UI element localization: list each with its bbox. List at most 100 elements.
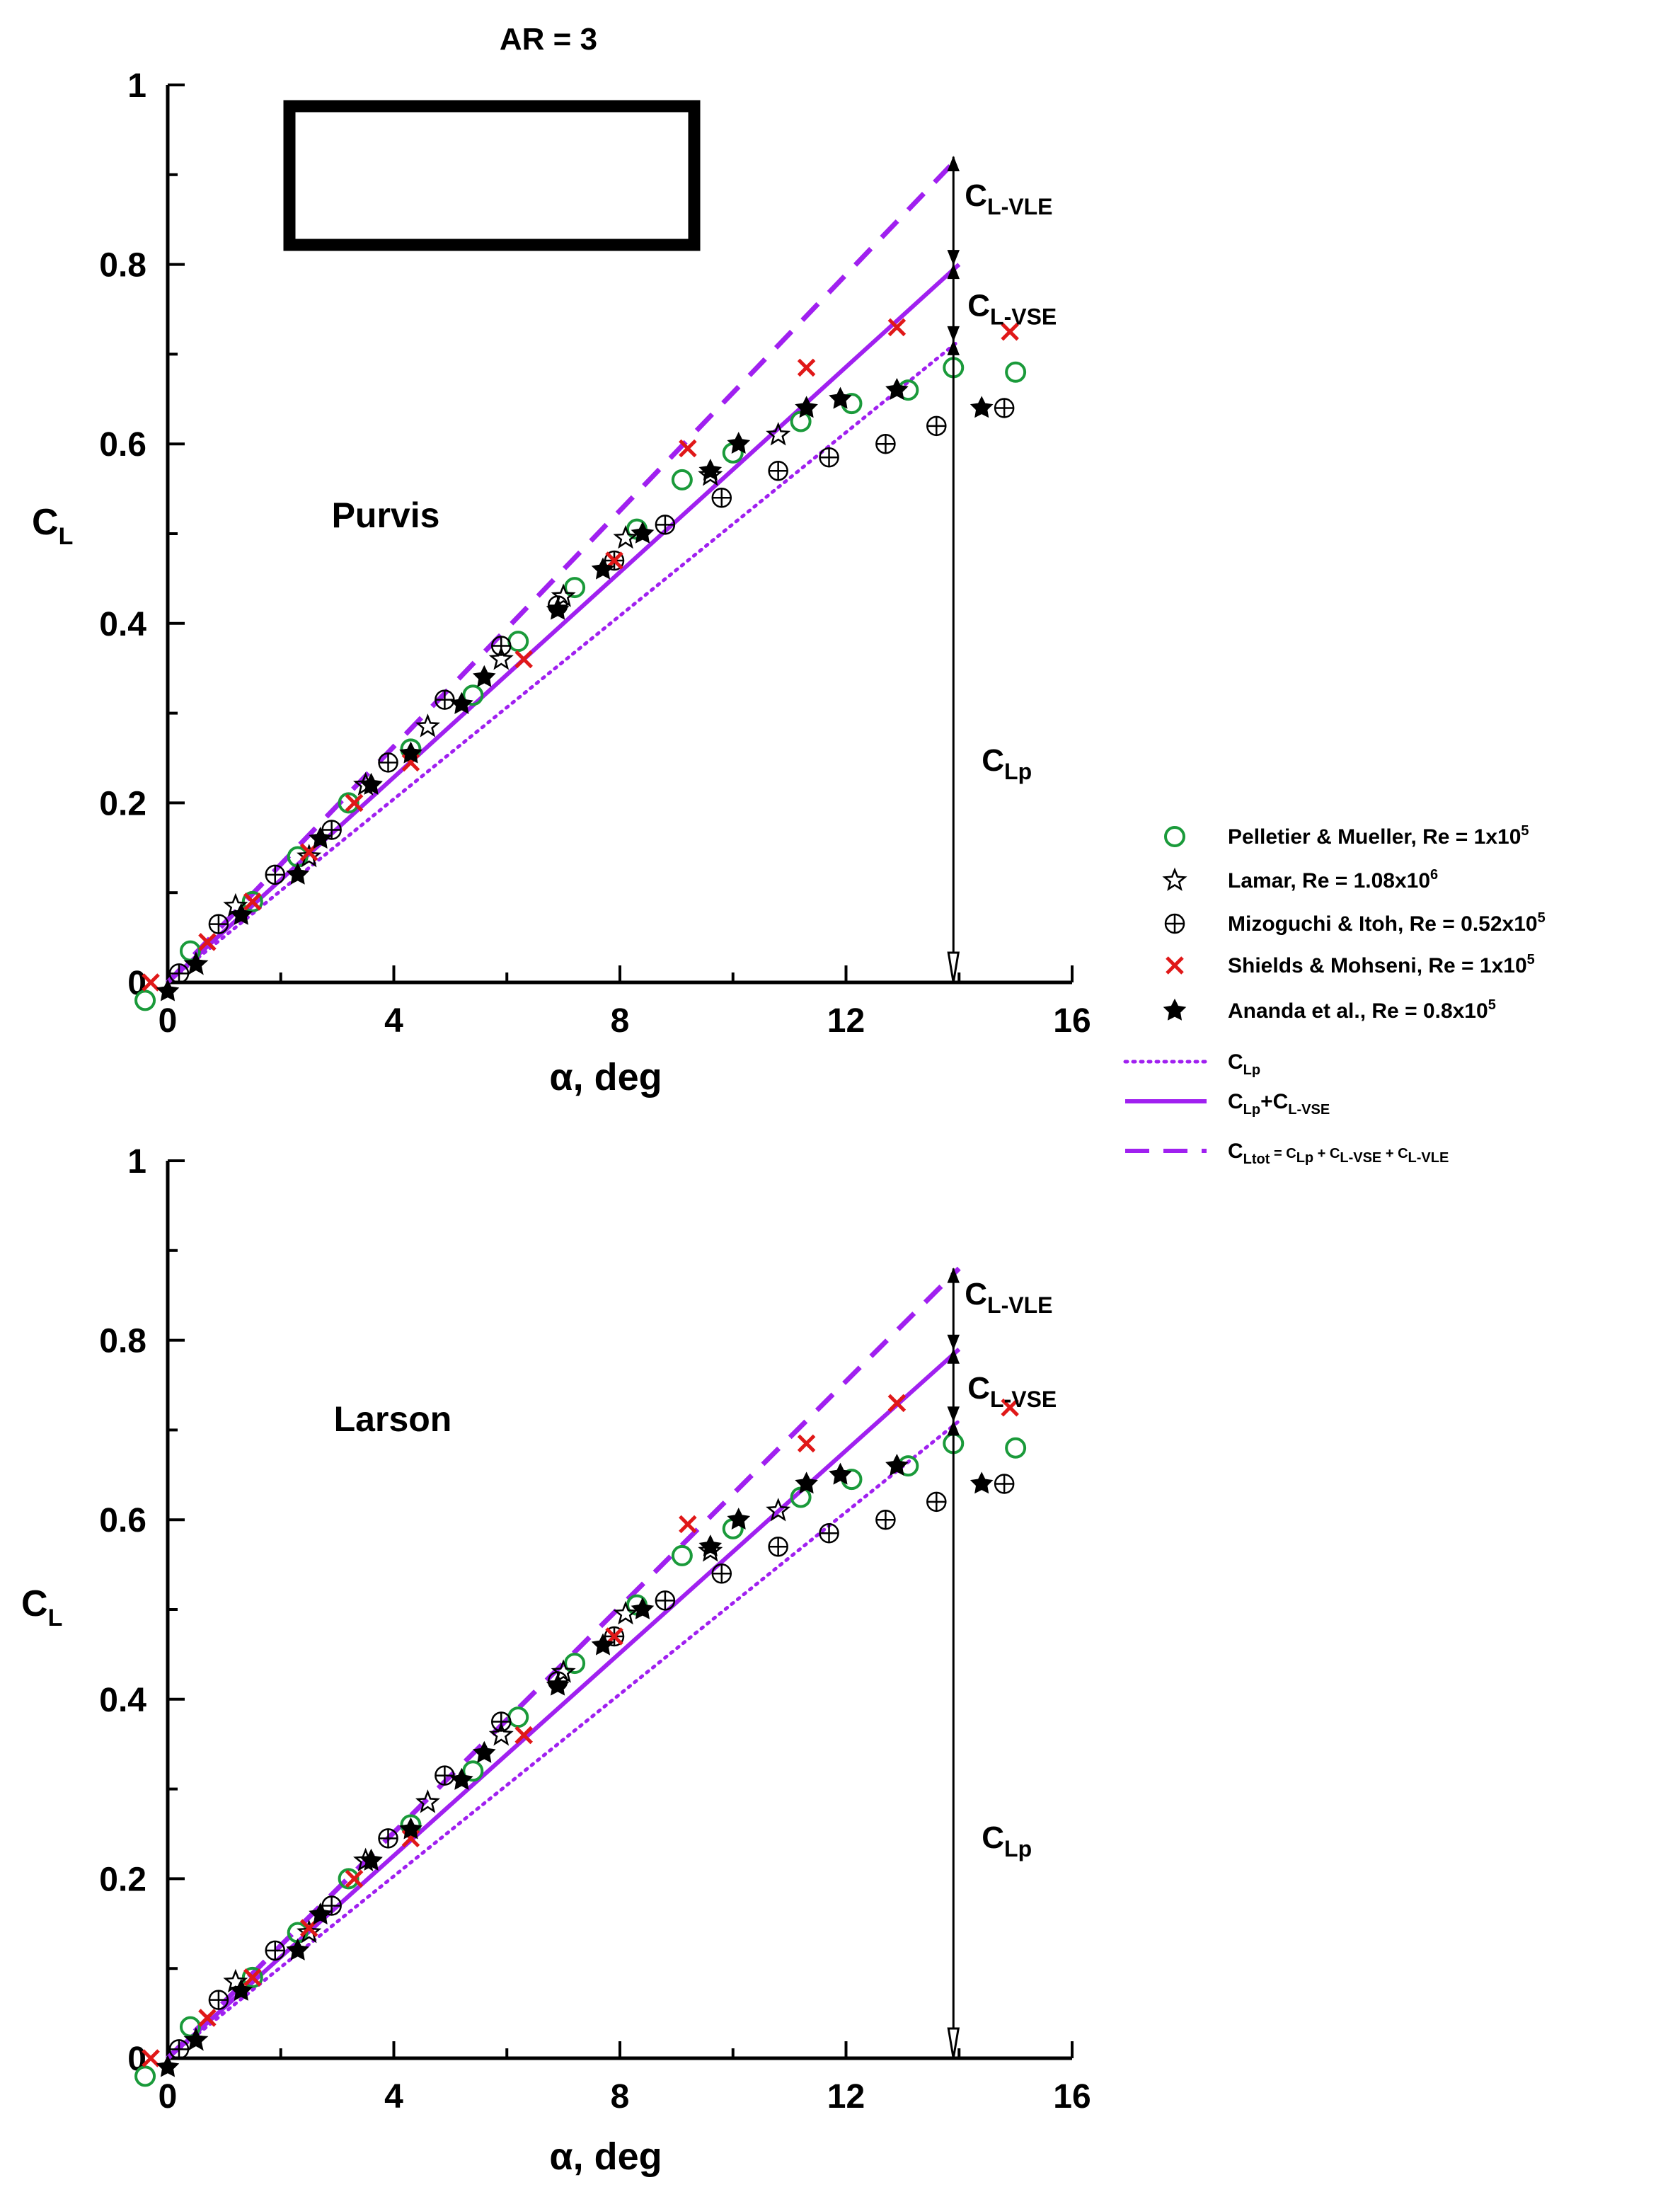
data-point — [321, 1895, 342, 1916]
data-point — [671, 469, 693, 490]
data-point-stroke-b — [243, 1968, 262, 1987]
data-point — [970, 396, 994, 418]
legend-item-clpvse: CLp+CL-VSE — [1125, 1090, 1330, 1118]
theory-line-clp — [166, 1419, 961, 2060]
data-point — [241, 890, 263, 912]
y-tick-label: 1 — [127, 67, 146, 105]
data-point-shape — [359, 1848, 383, 1871]
data-point-shape — [507, 1706, 529, 1728]
legend-marker-shape — [1163, 998, 1187, 1021]
data-point-shape — [450, 1767, 473, 1790]
data-point-shape — [156, 2055, 180, 2077]
data-point — [829, 1462, 852, 1485]
data-point — [297, 1920, 322, 1944]
legend-item-pm: Pelletier & Mueller, Re = 1x105 — [1164, 823, 1529, 849]
data-point — [184, 952, 208, 975]
data-point-shape — [564, 1653, 586, 1675]
legend-label: CLtot = CLp + CL-VSE + CL-VLE — [1228, 1140, 1449, 1167]
data-point — [473, 1740, 496, 1763]
data-point-shape — [613, 524, 638, 549]
data-point-shape — [184, 2028, 208, 2050]
data-point — [345, 793, 364, 813]
data-point — [766, 1498, 791, 1522]
data-point-shape — [727, 432, 751, 454]
clp-label: CLp — [982, 1820, 1032, 1861]
x-tick-label: 0 — [159, 2078, 178, 2116]
data-point — [243, 1968, 262, 1987]
legend-marker — [1164, 913, 1185, 934]
data-point — [1001, 322, 1019, 341]
data-point-shape — [415, 713, 440, 738]
data-point — [286, 862, 309, 885]
data-point — [1005, 361, 1027, 383]
legend-marker — [1163, 998, 1187, 1021]
vle-arrow-head — [947, 250, 960, 265]
data-point — [134, 989, 156, 1011]
data-point — [711, 488, 732, 508]
data-point — [378, 1828, 398, 1849]
data-point — [359, 772, 383, 795]
data-point — [435, 1765, 455, 1786]
y-tick-label: 0.8 — [99, 247, 146, 285]
legend-marker-shape — [1162, 867, 1187, 891]
data-point-shape — [229, 1978, 253, 2001]
series-pelletier-mueller — [134, 357, 1027, 1011]
theory-line-cltot — [166, 1266, 961, 2060]
data-point — [297, 844, 322, 868]
data-point — [507, 631, 529, 653]
data-point — [551, 583, 576, 607]
data-point — [399, 1817, 422, 1840]
data-point-shape — [462, 1760, 484, 1782]
legend-item-an: Ananda et al., Re = 0.8x105 — [1163, 997, 1496, 1023]
data-point-shape — [766, 422, 791, 446]
legend-label: Mizoguchi & Itoh, Re = 0.52x105 — [1228, 910, 1546, 936]
data-point — [156, 2055, 180, 2077]
data-point — [797, 1434, 816, 1453]
vle-label: CL-VLE — [965, 178, 1052, 219]
data-point-shape — [591, 1633, 615, 1656]
clp-arrow-head — [947, 1420, 960, 1436]
y-tick-label: 0.2 — [99, 785, 146, 822]
data-point-shape — [134, 2065, 156, 2087]
data-point-shape — [399, 1817, 422, 1840]
data-point — [711, 1563, 732, 1584]
legend-item-mi: Mizoguchi & Itoh, Re = 0.52x105 — [1164, 910, 1546, 936]
data-point — [415, 1789, 440, 1813]
data-point — [768, 1536, 788, 1557]
data-point — [591, 557, 615, 580]
data-point-shape — [184, 952, 208, 975]
data-point — [727, 1508, 751, 1530]
data-point — [208, 914, 229, 934]
data-point — [168, 963, 190, 984]
data-point — [415, 713, 440, 738]
vse-arrow-head — [947, 326, 960, 342]
data-point-shape — [297, 1920, 322, 1944]
vse-label: CL-VSE — [967, 1371, 1057, 1412]
data-point — [198, 933, 217, 951]
x-tick-label: 4 — [384, 1002, 403, 1040]
data-point — [378, 752, 398, 773]
y-tick-label: 0.6 — [99, 426, 146, 464]
data-point-shape — [671, 1544, 693, 1566]
data-point — [338, 1868, 359, 1890]
data-point — [698, 1534, 723, 1557]
data-point-shape — [631, 521, 655, 544]
data-point-stroke-b — [514, 650, 533, 669]
vle-arrow-head — [947, 156, 960, 171]
data-point — [309, 826, 332, 849]
x-tick-label: 16 — [1053, 2078, 1091, 2116]
data-point-stroke-b — [198, 933, 217, 951]
data-point-shape — [546, 597, 570, 620]
data-point — [450, 1767, 473, 1790]
data-point — [795, 1471, 818, 1494]
data-point — [309, 1902, 332, 1925]
data-point — [631, 521, 655, 544]
data-point — [766, 422, 791, 446]
x-tick-label: 12 — [827, 2078, 865, 2116]
data-point — [265, 864, 286, 885]
data-point-shape — [507, 631, 529, 653]
figure-title: AR = 3 — [500, 22, 597, 57]
data-point-shape — [462, 684, 484, 706]
